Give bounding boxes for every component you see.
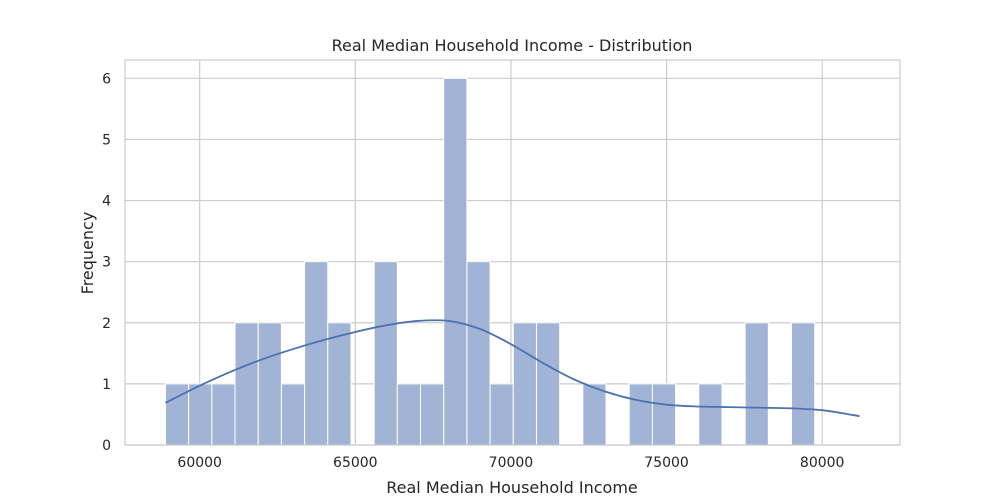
histogram-bar — [535, 322, 561, 446]
histogram-bar — [744, 322, 769, 446]
chart-title: Real Median Household Income - Distribut… — [332, 36, 693, 55]
histogram-bar — [582, 383, 607, 446]
histogram-bar — [628, 383, 653, 446]
histogram-bar — [373, 261, 398, 446]
x-tick-label: 80000 — [800, 455, 845, 471]
histogram-bar — [698, 383, 723, 446]
histogram-bar — [211, 383, 236, 446]
histogram-bar — [420, 383, 445, 446]
y-tick-label: 1 — [102, 377, 111, 393]
x-tick-labels: 60000 65000 70000 75000 80000 — [177, 455, 844, 471]
plot-frame — [124, 59, 901, 446]
x-tick-label: 65000 — [333, 455, 378, 471]
x-tick-label: 60000 — [177, 455, 222, 471]
y-tick-labels: 0 1 2 3 4 5 6 — [102, 71, 111, 454]
histogram-bar — [257, 322, 282, 446]
y-tick-label: 4 — [102, 194, 111, 210]
y-tick-label: 0 — [102, 438, 111, 454]
histogram-bar — [304, 261, 329, 446]
y-tick-label: 2 — [102, 316, 111, 332]
x-axis-label: Real Median Household Income — [386, 478, 638, 497]
histogram-bar — [188, 383, 213, 446]
y-axis-label: Frequency — [78, 212, 97, 295]
x-tick-label: 70000 — [489, 455, 534, 471]
histogram-bar — [651, 383, 677, 446]
x-tick-label: 75000 — [644, 455, 689, 471]
histogram-bar — [489, 383, 514, 446]
histogram-bar — [791, 322, 816, 446]
histogram-bar — [512, 322, 537, 446]
histogram-bar — [234, 322, 259, 446]
y-tick-label: 6 — [102, 71, 111, 87]
y-tick-label: 3 — [102, 255, 111, 271]
histogram-bar — [280, 383, 306, 446]
kde-curve — [165, 319, 860, 418]
histogram-bar — [327, 322, 352, 446]
histogram-bar — [396, 383, 422, 446]
histogram-bar — [466, 261, 491, 446]
y-tick-label: 5 — [102, 132, 111, 148]
histogram-bar — [443, 77, 468, 446]
